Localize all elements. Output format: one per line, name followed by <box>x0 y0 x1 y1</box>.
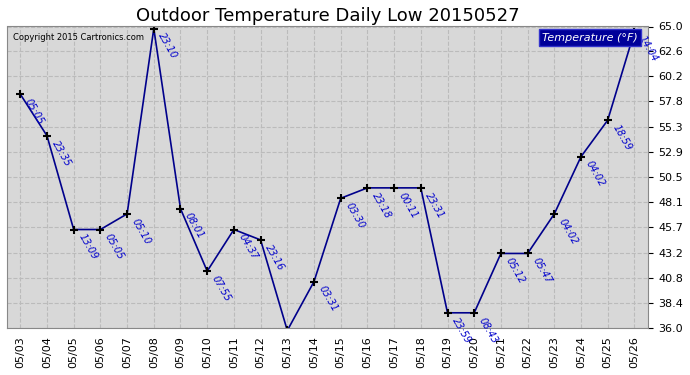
Text: 07:55: 07:55 <box>210 274 233 303</box>
Text: 05:05: 05:05 <box>23 97 46 126</box>
Text: 04:02: 04:02 <box>584 159 607 189</box>
Text: 23:18: 23:18 <box>370 190 393 220</box>
Text: 23:31: 23:31 <box>424 190 446 220</box>
Text: 05:47: 05:47 <box>531 256 553 286</box>
Text: 03:30: 03:30 <box>344 201 366 231</box>
Text: 23:35: 23:35 <box>50 139 72 168</box>
Text: 08:01: 08:01 <box>184 211 206 241</box>
Text: 04:37: 04:37 <box>237 232 259 262</box>
Text: 04:23: 04:23 <box>0 374 1 375</box>
Text: 23:16: 23:16 <box>264 243 286 272</box>
Text: 18:59: 18:59 <box>611 123 633 153</box>
Text: Copyright 2015 Cartronics.com: Copyright 2015 Cartronics.com <box>13 33 144 42</box>
Title: Outdoor Temperature Daily Low 20150527: Outdoor Temperature Daily Low 20150527 <box>135 7 519 25</box>
Text: 04:02: 04:02 <box>557 217 580 246</box>
Text: 08:43: 08:43 <box>477 316 500 345</box>
Text: 05:12: 05:12 <box>504 256 526 286</box>
Text: Temperature (°F): Temperature (°F) <box>542 33 638 42</box>
Text: 14:04: 14:04 <box>637 34 660 64</box>
Text: 13:09: 13:09 <box>77 232 99 262</box>
Text: 00:11: 00:11 <box>397 190 420 220</box>
Text: 03:31: 03:31 <box>317 284 339 314</box>
Text: 05:10: 05:10 <box>130 217 152 246</box>
Text: 23:10: 23:10 <box>157 32 179 61</box>
Text: 23:59: 23:59 <box>451 316 473 345</box>
Text: 05:05: 05:05 <box>104 232 126 262</box>
